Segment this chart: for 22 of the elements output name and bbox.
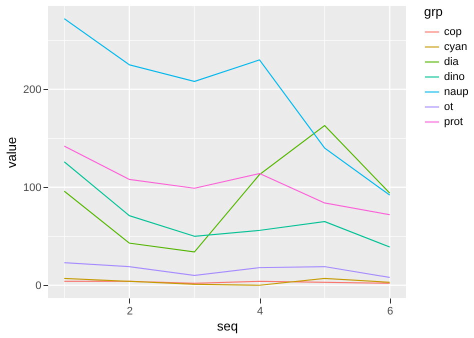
legend-label: dino (444, 71, 465, 83)
legend-label: ot (444, 101, 454, 113)
legend-label: cop (444, 26, 462, 38)
y-axis-title: value (4, 136, 20, 168)
x-tick-label: 4 (256, 306, 264, 318)
legend-label: dia (444, 56, 460, 68)
x-axis-title: seq (217, 318, 238, 334)
legend-label: prot (444, 116, 463, 128)
legend-label: naup (444, 86, 468, 98)
line-series (64, 146, 390, 216)
line-series (64, 278, 390, 286)
line-series (64, 18, 390, 196)
line-series (64, 124, 390, 252)
y-tick-label: 100 (23, 182, 42, 194)
x-tick-label: 6 (387, 306, 394, 318)
y-tick-label: 0 (35, 280, 42, 292)
legend-title: grp (424, 4, 443, 19)
x-tick-label: 2 (126, 306, 133, 318)
line-series (64, 161, 390, 248)
legend-label: cyan (444, 41, 468, 53)
y-tick-label: 200 (23, 84, 42, 96)
line-series (64, 262, 390, 278)
